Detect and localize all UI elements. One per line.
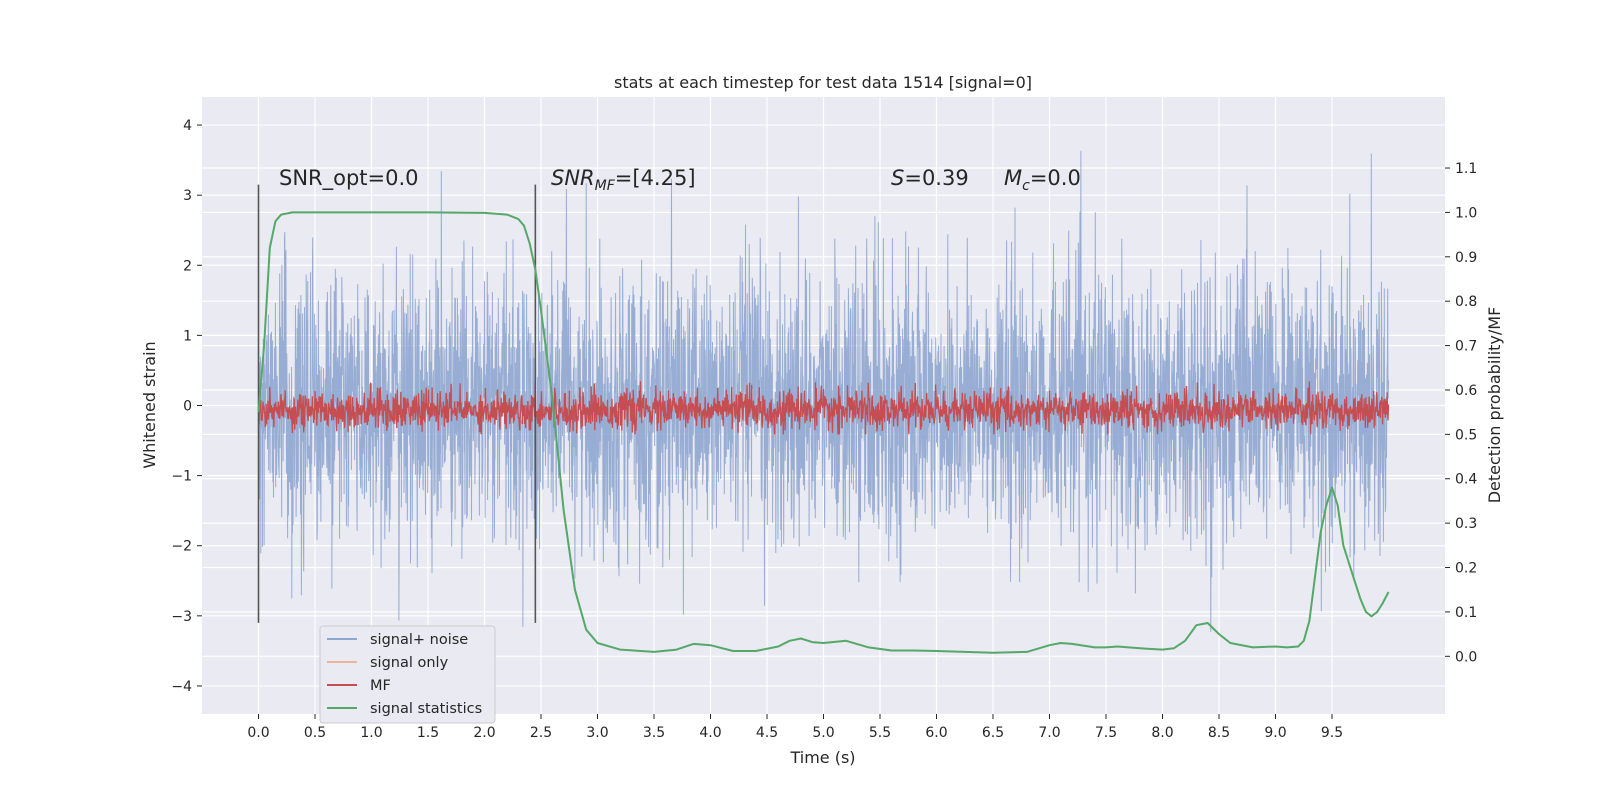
y-left-tick-label: −4	[171, 679, 192, 695]
x-tick-label: 3.5	[643, 725, 665, 741]
signal-statistics-line	[257, 211, 1390, 654]
y-left-axis-label: Whitened strain	[140, 341, 159, 468]
x-tick-label: 1.5	[417, 725, 439, 741]
y-right-tick-label: 1.1	[1455, 161, 1477, 177]
y-right-tick-label: 0.7	[1455, 339, 1477, 355]
series-signal-noise	[258, 150, 1389, 632]
x-tick-label: 1.0	[360, 725, 382, 741]
y-right-tick-label: 0.2	[1455, 561, 1477, 577]
y-right-axis-label: Detection probability/MF	[1485, 307, 1504, 504]
y-left-tick-label: 1	[183, 328, 192, 344]
y-right-tick-label: 0.3	[1455, 516, 1477, 532]
legend-label-signal-noise: signal+ noise	[370, 632, 468, 648]
y-right-tick-label: 0.0	[1455, 649, 1477, 665]
y-left-tick-label: 3	[183, 188, 192, 204]
y-left-tick-label: 4	[183, 118, 192, 134]
x-tick-label: 5.5	[869, 725, 891, 741]
y-right-tick-label: 0.8	[1455, 294, 1477, 310]
legend-label-signal-only: signal only	[370, 655, 449, 671]
x-axis-label: Time (s)	[789, 748, 855, 767]
annotation-snr-opt: SNR_opt=0.0	[279, 166, 419, 191]
x-tick-label: 9.0	[1264, 725, 1286, 741]
annotation-mc: Mc=0.0	[1004, 166, 1081, 194]
x-tick-label: 8.0	[1151, 725, 1173, 741]
x-tick-label: 8.5	[1208, 725, 1230, 741]
y-right-tick-label: 0.1	[1455, 605, 1477, 621]
x-tick-label: 9.5	[1321, 725, 1343, 741]
x-tick-label: 0.5	[304, 725, 326, 741]
mf-line	[257, 381, 1390, 435]
legend-label-mf: MF	[370, 678, 391, 694]
legend-label-signal-statistics: signal statistics	[370, 701, 482, 717]
x-tick-label: 7.5	[1095, 725, 1117, 741]
chart-title: stats at each timestep for test data 151…	[614, 73, 1032, 92]
signal-noise-line	[258, 150, 1389, 632]
x-tick-label: 5.0	[812, 725, 834, 741]
series-signal-statistics	[257, 211, 1390, 654]
legend: signal+ noise signal only MF signal stat…	[319, 625, 496, 724]
y-left-tick-label: −2	[171, 539, 192, 555]
y-right-tick-label: 1.0	[1455, 205, 1477, 221]
x-tick-label: 2.0	[473, 725, 495, 741]
y-left-tick-label: 0	[183, 399, 192, 415]
x-tick-label: 3.0	[586, 725, 608, 741]
x-tick-label: 4.0	[699, 725, 721, 741]
y-left-tick-label: −1	[171, 469, 192, 485]
x-tick-label: 4.5	[756, 725, 778, 741]
y-left-tick-label: −3	[171, 609, 192, 625]
x-tick-label: 7.0	[1038, 725, 1060, 741]
x-tick-label: 2.5	[530, 725, 552, 741]
y-left-tick-label: 2	[183, 258, 192, 274]
y-right-tick-label: 0.5	[1455, 427, 1477, 443]
x-tick-label: 0.0	[247, 725, 269, 741]
annotation-s: S=0.39	[891, 166, 969, 190]
legend-box	[319, 625, 496, 724]
y-right-tick-label: 0.4	[1455, 472, 1477, 488]
series-mf	[257, 381, 1390, 435]
annotation-snr-mf: SNRMF=[4.25]	[551, 166, 696, 194]
y-right-tick-label: 0.6	[1455, 383, 1477, 399]
tick-labels: 0.0 0.5 1.0 1.5 2.0 2.5 3.0 3.5 4.0 4.5 5.0 5.5 6.0 6…	[171, 118, 1477, 741]
y-right-tick-label: 0.9	[1455, 250, 1477, 266]
x-tick-label: 6.0	[925, 725, 947, 741]
x-tick-label: 6.5	[982, 725, 1004, 741]
